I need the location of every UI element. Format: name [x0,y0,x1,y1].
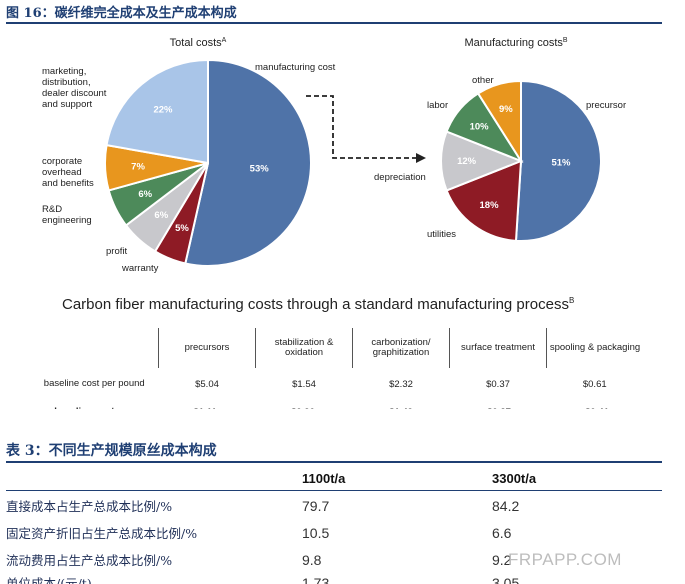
cost-table-partial: baseline cost per $1.11 $0.90 $1.49 $0.2… [30,397,646,410]
cell: 6.6 [492,524,512,541]
manufacturing-costs-title: Manufacturing costsB [464,37,567,49]
cell: $1.54 [292,378,316,390]
table3-cut-row: 单位成本/(元/t) 1.73 3.05 [0,570,685,584]
cell: $5.04 [195,378,219,390]
total-costs-slice-5 [105,58,209,165]
table3: 1100t/a 3300t/a 直接成本占生产总成本比例/% 79.7 84.2… [6,465,662,573]
connector-arrow [306,95,416,159]
row-label: 单位成本/(元/t) [6,576,92,584]
total-costs-pie: 53% 5% 6%6% 7% 22% [104,58,312,267]
figure-title-rule [6,22,662,24]
cost-table-title: Carbon fiber manufacturing costs through… [62,296,575,313]
label-profit: profit [106,246,127,257]
cell: $0.27 [450,397,548,410]
table-row: baseline cost per pound $5.04 $1.54 $2.3… [30,368,643,400]
label-depreciation: depreciation [374,172,426,183]
label-warranty: warranty [121,263,159,274]
total-costs-title: Total costsA [170,37,227,49]
manufacturing-costs-slice-1 [445,159,523,242]
cell: 1.73 [302,574,330,584]
table3-header-rule [6,490,662,491]
col-precursors: precursors [158,328,256,368]
manufacturing-costs-slice-0 [514,79,602,242]
total-costs-slice-label-4: 7% [131,161,145,172]
cell: $0.61 [582,378,607,390]
cell: $1.11 [156,397,254,410]
col-3300: 3300t/a [492,471,537,486]
label-corporate-overhead: corporate overhead and benefits [42,156,94,189]
col-spooling: spooling & packaging [546,328,643,368]
label-other: other [472,75,494,86]
manufacturing-costs-slice-2 [440,130,524,192]
label-utilities: utilities [427,229,456,240]
col-carbonization: carbonization/ graphitization [352,328,450,368]
cost-table-header: precursors stabilization & oxidation car… [30,328,643,368]
manufacturing-costs-slice-label-3: 10% [470,121,490,132]
manufacturing-costs-slice-label-1: 18% [480,200,500,211]
connector-arrowhead [416,153,426,163]
table3-title: 表 3：不同生产规模原丝成本构成 [6,443,217,459]
manufacturing-costs-pie: 51% 18% 12% 10% 9% [440,79,602,242]
cell: $1.49 [352,397,450,410]
label-precursor: precursor [586,100,626,111]
cell: $2.32 [389,378,413,390]
total-costs-slice-label-3: 6% [138,189,152,200]
label-marketing: marketing, distribution, dealer discount an… [42,66,107,110]
total-costs-slice-0 [184,58,312,267]
manufacturing-costs-slice-label-4: 9% [499,104,513,115]
cell: 9.8 [302,551,322,568]
table-row: baseline cost per $1.11 $0.90 $1.49 $0.2… [30,397,646,410]
figure-title: 图 16：碳纤维完全成本及生产成本构成 [6,6,237,21]
table3-top-rule [6,461,662,463]
cell: 10.5 [302,524,330,541]
table-row: 流动费用占生产总成本比例/% 9.8 9.2 [6,546,662,573]
row-label: 流动费用占生产总成本比例/% [6,553,173,568]
watermark: FRPAPP.COM [508,550,622,569]
cell: 79.7 [302,497,330,514]
pie-charts: Total costsA Manufacturing costsB 53% 5% 6… [42,37,626,274]
cell: $0.41 [548,397,646,410]
col-1100: 1100t/a [302,471,346,486]
cost-table-corner [30,328,159,368]
table-row: 固定资产折旧占生产总成本比例/% 10.5 6.6 [6,519,662,546]
table3-corner [6,465,302,492]
table3-header: 1100t/a 3300t/a [6,465,662,492]
manufacturing-costs-slice-label-0: 51% [551,157,571,168]
table3-partial: 单位成本/(元/t) 1.73 3.05 [6,570,662,584]
cell: 3.05 [492,574,520,584]
row-label: 直接成本占生产总成本比例/% [6,499,173,514]
manufacturing-costs-slice-4 [476,79,522,165]
row-label: baseline cost per pound [43,378,145,390]
row-label: 固定资产折旧占生产总成本比例/% [6,526,198,541]
col-surface-treatment: surface treatment [449,328,547,368]
total-costs-slice-label-1: 5% [175,223,189,234]
label-labor: labor [427,100,448,111]
cost-table-cut-row: baseline cost per $1.11 $0.90 $1.49 $0.2… [0,397,685,410]
total-costs-slice-label-2: 6% [154,210,168,221]
total-costs-slice-label-5: 22% [153,104,173,115]
table-row: 直接成本占生产总成本比例/% 79.7 84.2 [6,492,662,519]
label-manufacturing-cost: manufacturing cost [255,62,336,73]
table-row: 单位成本/(元/t) 1.73 3.05 [6,570,662,584]
cell: $0.90 [254,397,352,410]
col-stabilization: stabilization & oxidation [255,328,353,368]
manufacturing-costs-slice-label-2: 12% [457,156,477,167]
cost-table: precursors stabilization & oxidation car… [30,328,643,400]
cell: 9.2 [492,551,512,568]
cell: 84.2 [492,497,520,514]
total-costs-slice-label-0: 53% [250,164,270,175]
row-label: baseline cost per [30,397,156,409]
cell: $0.37 [486,378,510,390]
label-rd-engineering: R&D engineering [42,204,92,226]
